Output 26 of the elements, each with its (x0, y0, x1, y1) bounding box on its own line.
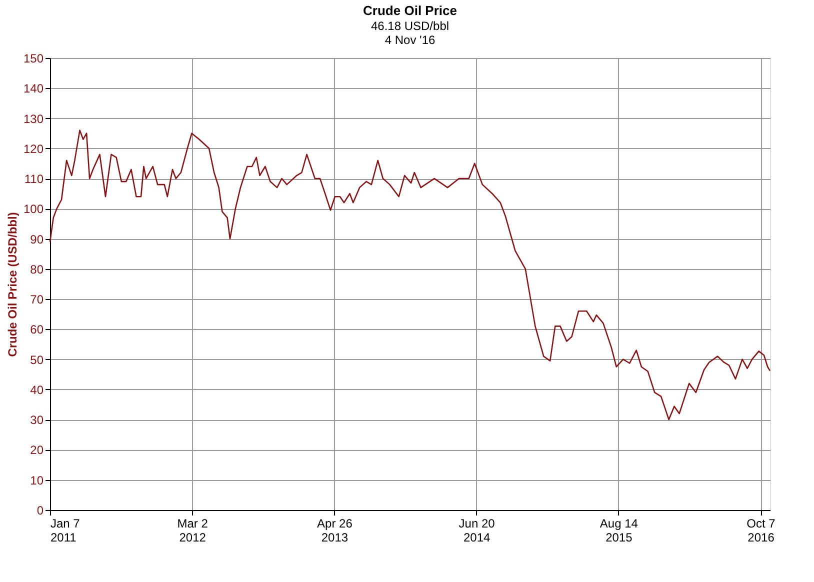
y-tick-label: 10 (30, 473, 44, 488)
y-tick-label: 20 (30, 443, 44, 458)
y-tick-label: 70 (30, 292, 44, 307)
y-tick-label: 120 (23, 142, 44, 156)
x-tick-label: Aug 14 2015 (600, 516, 638, 544)
y-tick-label: 50 (30, 352, 44, 367)
x-tick-label: Jan 7 2011 (50, 516, 80, 544)
y-tick-label: 0 (36, 504, 44, 518)
y-tick-label: 140 (23, 82, 44, 96)
x-tick-label: Oct 7 2016 (746, 516, 776, 544)
y-tick-label: 150 (23, 52, 44, 66)
y-tick-label: 90 (30, 232, 44, 246)
y-tick-label: 40 (30, 382, 44, 397)
y-tick-label: 110 (24, 172, 44, 186)
chart-subtitle: 46.18 USD/bbl 4 Nov '16 (370, 19, 450, 47)
x-tick-label: Mar 2 2012 (177, 516, 208, 544)
y-tick-label: 60 (30, 322, 44, 337)
chart-title: Crude Oil Price (363, 3, 457, 18)
y-axis-title: Crude Oil Price (USD/bbl) (5, 212, 20, 357)
y-tick-label: 30 (30, 413, 44, 428)
line-series (49, 130, 771, 420)
y-tick-label: 80 (30, 262, 44, 276)
x-tick-label: Apr 26 2013 (317, 516, 353, 544)
y-tick-label: 130 (23, 112, 44, 126)
y-tick-label: 100 (23, 202, 44, 216)
x-tick-label: Jun 20 2014 (458, 516, 496, 544)
